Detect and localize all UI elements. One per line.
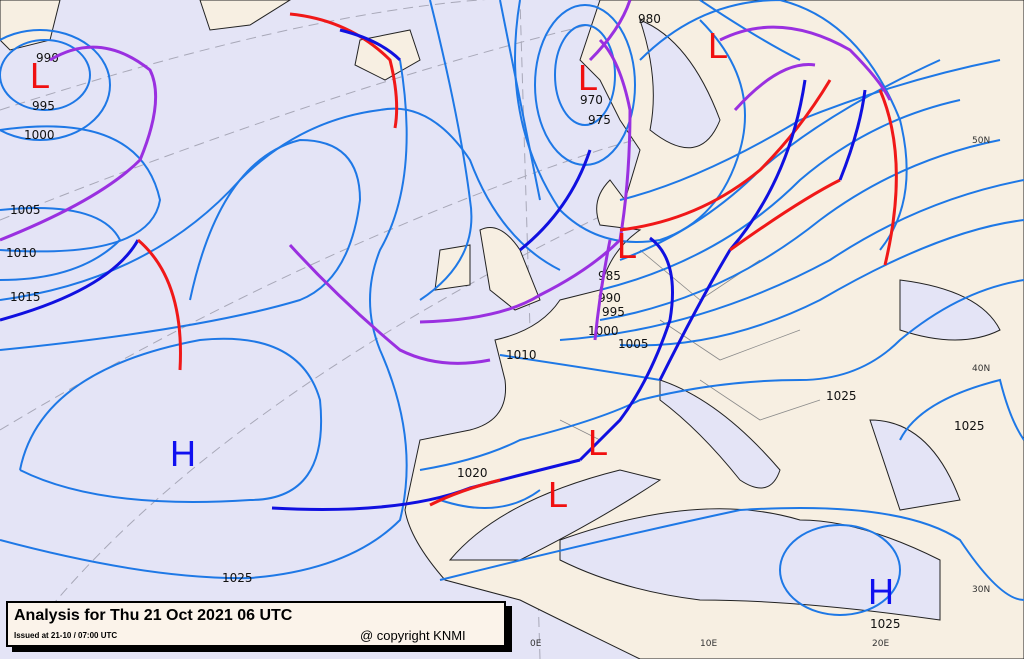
analysis-title: Analysis for Thu 21 Oct 2021 06 UTC bbox=[14, 607, 293, 624]
isobar-label: 995 bbox=[602, 305, 625, 319]
occluded-front bbox=[593, 239, 612, 341]
longitude-label: 20E bbox=[872, 639, 889, 649]
cold-front bbox=[339, 28, 402, 62]
warm-front bbox=[429, 478, 501, 507]
occluded-front bbox=[288, 243, 491, 365]
low-pressure-label: L bbox=[708, 25, 728, 66]
isobar-label: 995 bbox=[32, 99, 55, 113]
occluded-front bbox=[733, 63, 816, 112]
fronts bbox=[0, 0, 898, 511]
isobar-label: 975 bbox=[588, 113, 611, 127]
issued-time: Issued at 21-10 / 07:00 UTC bbox=[14, 631, 118, 640]
isobar-label: 1000 bbox=[24, 128, 55, 142]
map-caption: Analysis for Thu 21 Oct 2021 06 UTC Issu… bbox=[6, 601, 506, 647]
cold-front bbox=[519, 149, 592, 252]
low-pressure-label: L bbox=[30, 55, 50, 96]
longitude-label: 0E bbox=[530, 639, 542, 649]
isobar-label: 1025 bbox=[870, 617, 901, 631]
high-pressure-label: H bbox=[868, 571, 894, 612]
isobar-label: 1010 bbox=[506, 348, 537, 362]
grid-labels: 50N 40N 30N 0E 10E 20E bbox=[530, 136, 990, 649]
warm-front bbox=[619, 79, 832, 232]
isobar-label: 990 bbox=[598, 291, 621, 305]
cold-front bbox=[838, 89, 867, 181]
isobar-label: 980 bbox=[638, 12, 661, 26]
high-pressure-label: H bbox=[170, 433, 196, 474]
warm-front bbox=[878, 89, 898, 266]
isobar-label: 1025 bbox=[826, 389, 857, 403]
isobar-label: 1020 bbox=[457, 466, 488, 480]
isobars bbox=[0, 0, 1024, 616]
latitude-label: 50N bbox=[972, 136, 990, 146]
isobar-label: 1025 bbox=[222, 571, 253, 585]
pressure-centers: L L L L L L H H bbox=[30, 25, 894, 612]
isobar-labels: 990 995 1000 1005 1010 1015 980 970 975 … bbox=[6, 12, 985, 631]
warm-front bbox=[729, 178, 841, 252]
isobar-label: 1015 bbox=[10, 290, 41, 304]
occluded-front bbox=[419, 38, 632, 324]
latitude-label: 40N bbox=[972, 364, 990, 374]
isobar-label: 1000 bbox=[588, 324, 619, 338]
isobar-label: 1005 bbox=[10, 203, 41, 217]
low-pressure-label: L bbox=[548, 474, 568, 515]
copyright-notice: @ copyright KNMI bbox=[360, 628, 466, 643]
isobar-label: 990 bbox=[36, 51, 59, 65]
cold-front bbox=[0, 239, 140, 322]
warm-front bbox=[137, 238, 182, 371]
latitude-label: 30N bbox=[972, 585, 990, 595]
occluded-front bbox=[0, 45, 158, 242]
occluded-front bbox=[719, 25, 892, 101]
occluded-front bbox=[588, 0, 632, 62]
isobar-label: 970 bbox=[580, 93, 603, 107]
low-pressure-label: L bbox=[588, 422, 608, 463]
isobar-label: 1010 bbox=[6, 246, 37, 260]
cold-front bbox=[578, 236, 674, 462]
longitude-label: 10E bbox=[700, 639, 717, 649]
warm-front bbox=[289, 12, 399, 129]
low-pressure-label: L bbox=[617, 225, 637, 266]
low-pressure-label: L bbox=[578, 57, 598, 98]
isobar-label: 1005 bbox=[618, 337, 649, 351]
isobar-label: 1025 bbox=[954, 419, 985, 433]
